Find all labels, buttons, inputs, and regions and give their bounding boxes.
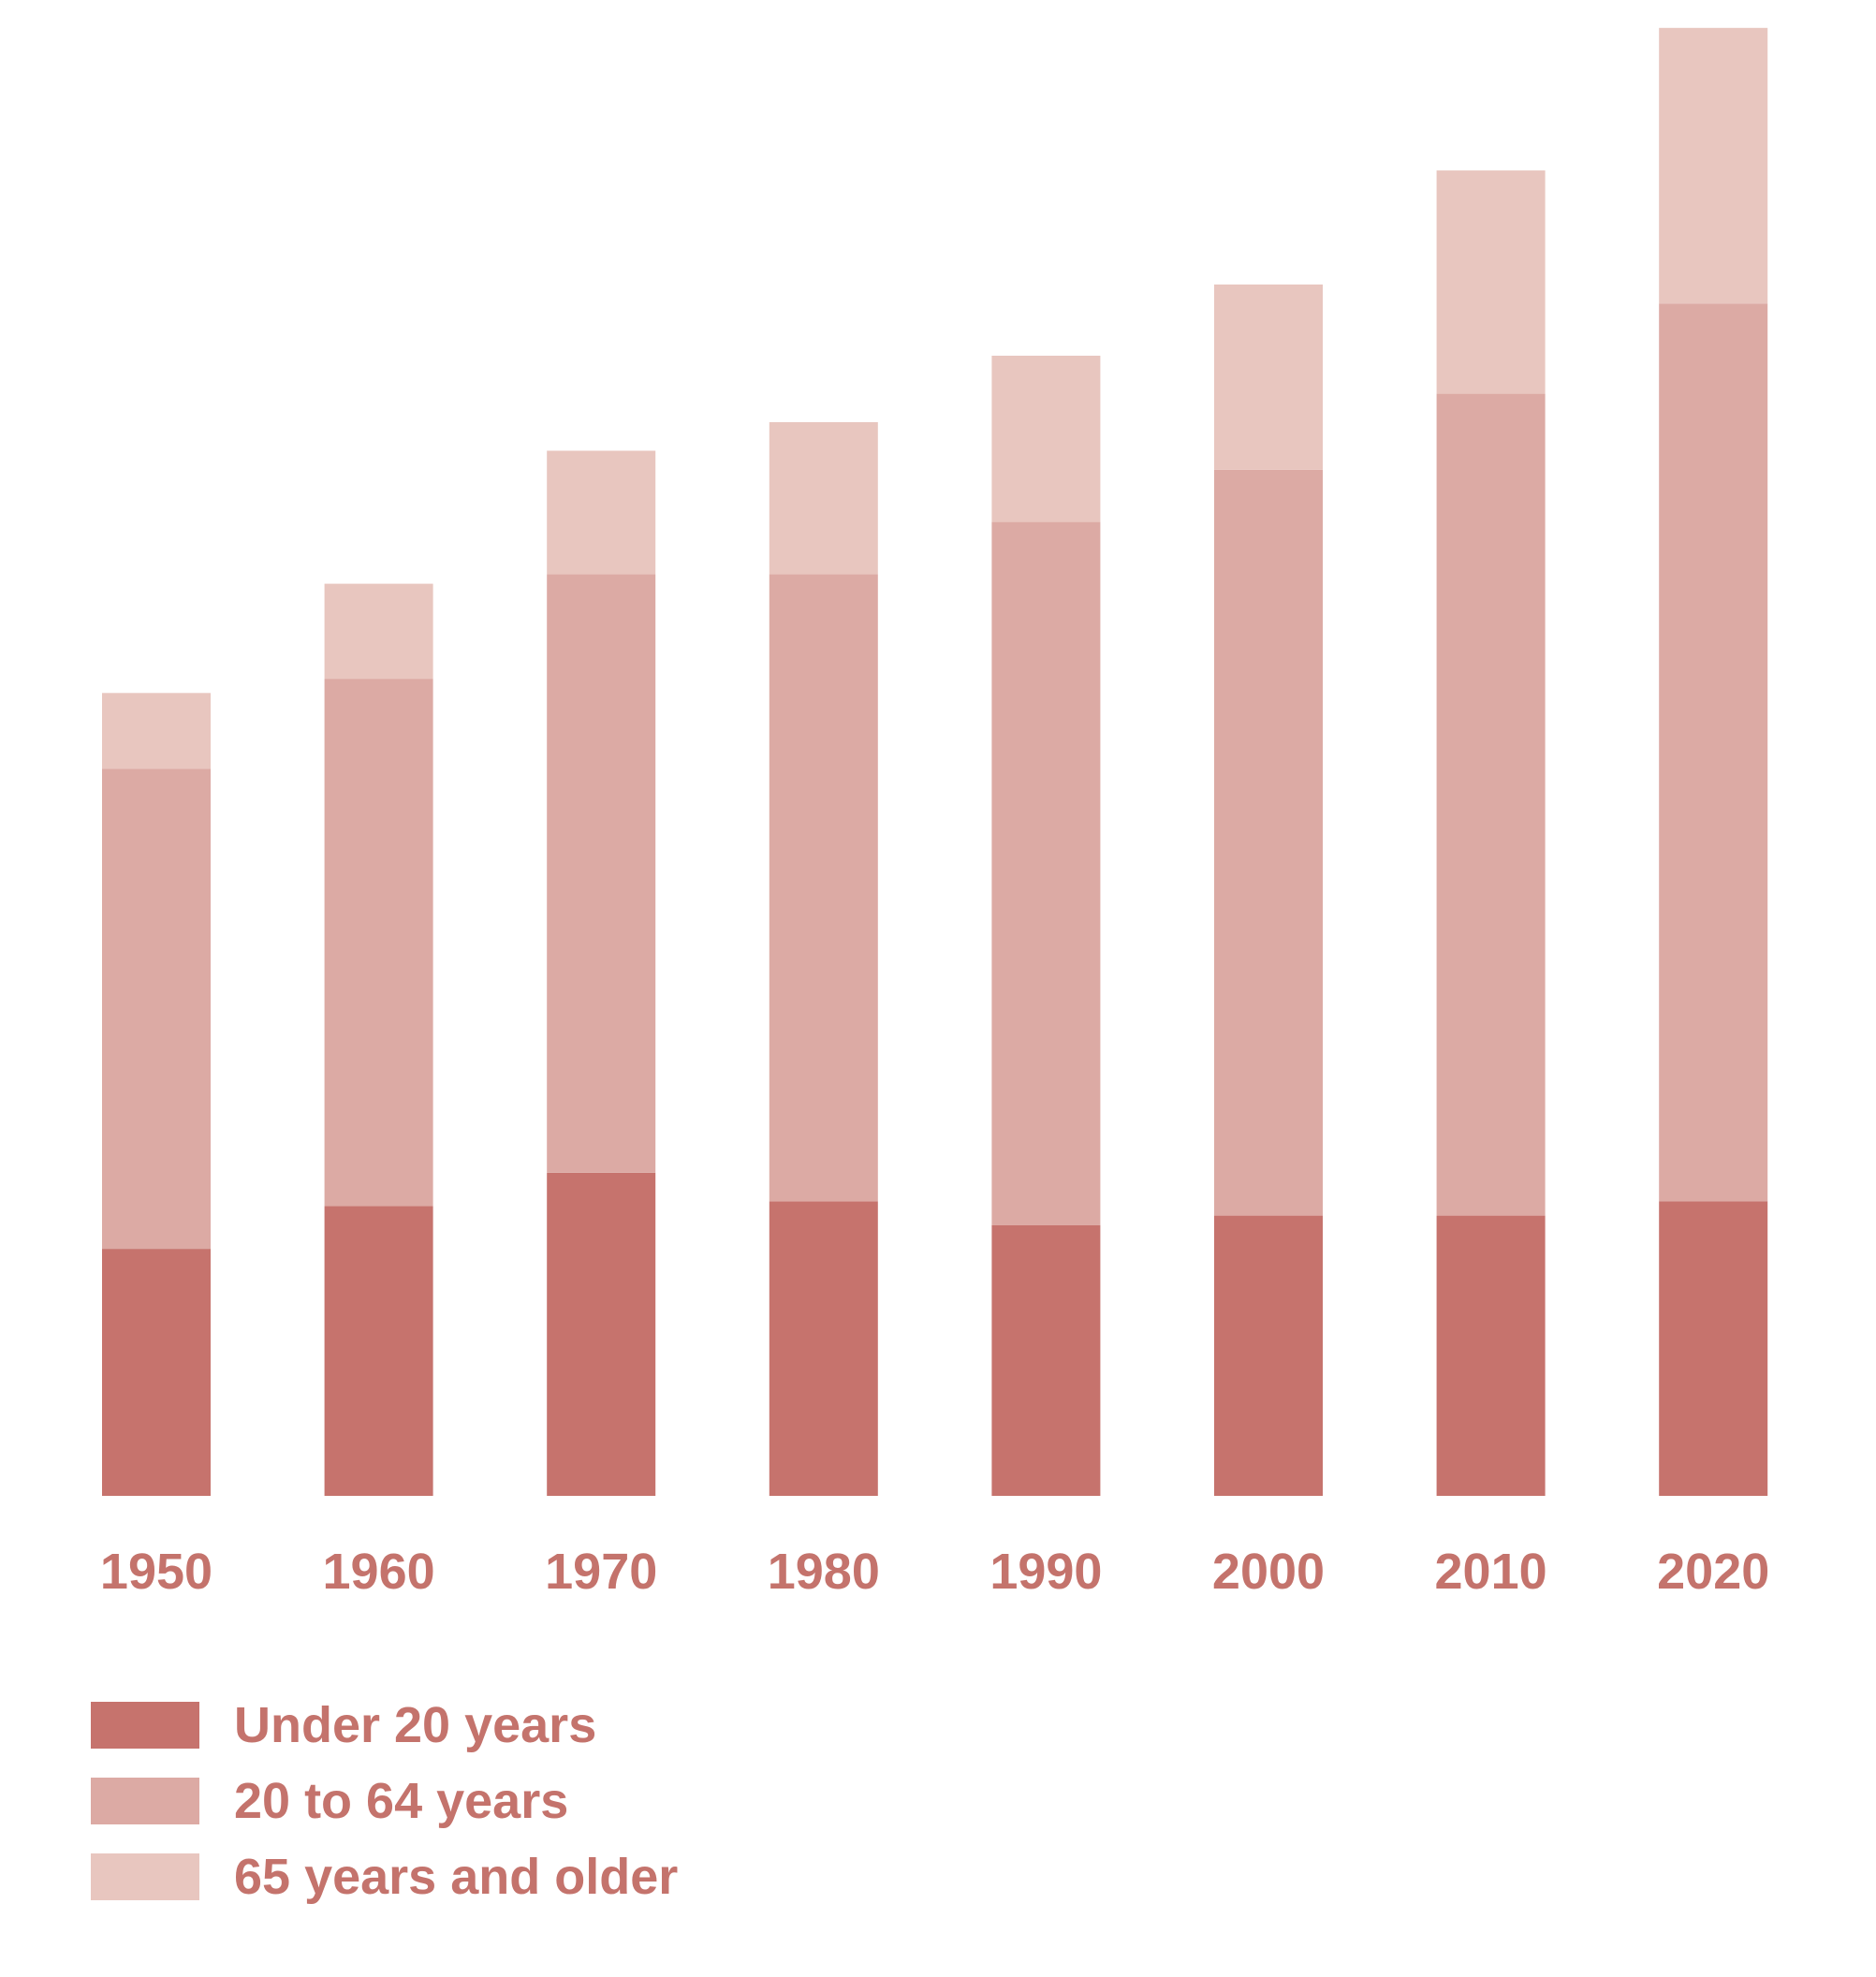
bar-segment-1970-series-2 — [547, 450, 656, 575]
bar-segment-2010-series-0 — [1436, 1215, 1546, 1496]
x-tick-label-2010: 2010 — [1435, 1544, 1547, 1600]
bars-group — [102, 27, 1768, 1496]
bar-segment-2020-series-0 — [1659, 1201, 1768, 1496]
legend-item-20-to-64: 20 to 64 years — [91, 1763, 678, 1838]
x-tick-label-1960: 1960 — [323, 1544, 435, 1600]
bar-segment-2010-series-2 — [1436, 170, 1546, 394]
bar-segment-1960-series-1 — [324, 679, 433, 1207]
bar-segment-1950-series-1 — [102, 769, 211, 1250]
legend-swatch-65-and-older — [91, 1853, 199, 1900]
x-tick-label-1950: 1950 — [100, 1544, 213, 1600]
x-tick-label-1990: 1990 — [989, 1544, 1102, 1600]
bar-segment-2020-series-2 — [1659, 27, 1768, 304]
legend-label-20-to-64: 20 to 64 years — [234, 1772, 569, 1829]
bar-segment-2010-series-1 — [1436, 393, 1546, 1216]
bar-segment-2000-series-2 — [1214, 284, 1323, 470]
bar-segment-1980-series-0 — [769, 1201, 878, 1496]
bar-segment-2000-series-0 — [1214, 1215, 1323, 1496]
bar-segment-2000-series-1 — [1214, 469, 1323, 1216]
legend: Under 20 years 20 to 64 years 65 years a… — [91, 1687, 678, 1914]
x-tick-label-1980: 1980 — [768, 1544, 880, 1600]
legend-item-65-and-older: 65 years and older — [91, 1838, 678, 1914]
bar-segment-1980-series-1 — [769, 574, 878, 1202]
bar-segment-1950-series-2 — [102, 693, 211, 769]
x-axis-tick-labels: 1950 1960 1970 1980 1990 2000 2010 2020 — [100, 1544, 1769, 1600]
bar-segment-1950-series-0 — [102, 1249, 211, 1496]
bar-segment-1970-series-1 — [547, 574, 656, 1173]
legend-item-under-20: Under 20 years — [91, 1687, 678, 1763]
bar-segment-1960-series-0 — [324, 1206, 433, 1496]
bar-segment-1990-series-1 — [991, 521, 1101, 1225]
legend-label-65-and-older: 65 years and older — [234, 1848, 679, 1905]
bar-segment-1980-series-2 — [769, 422, 878, 575]
legend-label-under-20: Under 20 years — [234, 1696, 597, 1753]
legend-swatch-20-to-64 — [91, 1777, 199, 1824]
legend-swatch-under-20 — [91, 1701, 199, 1749]
x-tick-label-1970: 1970 — [545, 1544, 657, 1600]
x-tick-label-2000: 2000 — [1212, 1544, 1325, 1600]
stacked-bar-chart: 1950 1960 1970 1980 1990 2000 2010 2020 — [100, 27, 1769, 1600]
bar-segment-2020-series-1 — [1659, 303, 1768, 1202]
bar-segment-1970-series-0 — [547, 1172, 656, 1496]
bar-segment-1990-series-2 — [991, 356, 1101, 522]
bar-segment-1960-series-2 — [324, 583, 433, 680]
bar-segment-1990-series-0 — [991, 1224, 1101, 1496]
x-tick-label-2020: 2020 — [1657, 1544, 1769, 1600]
